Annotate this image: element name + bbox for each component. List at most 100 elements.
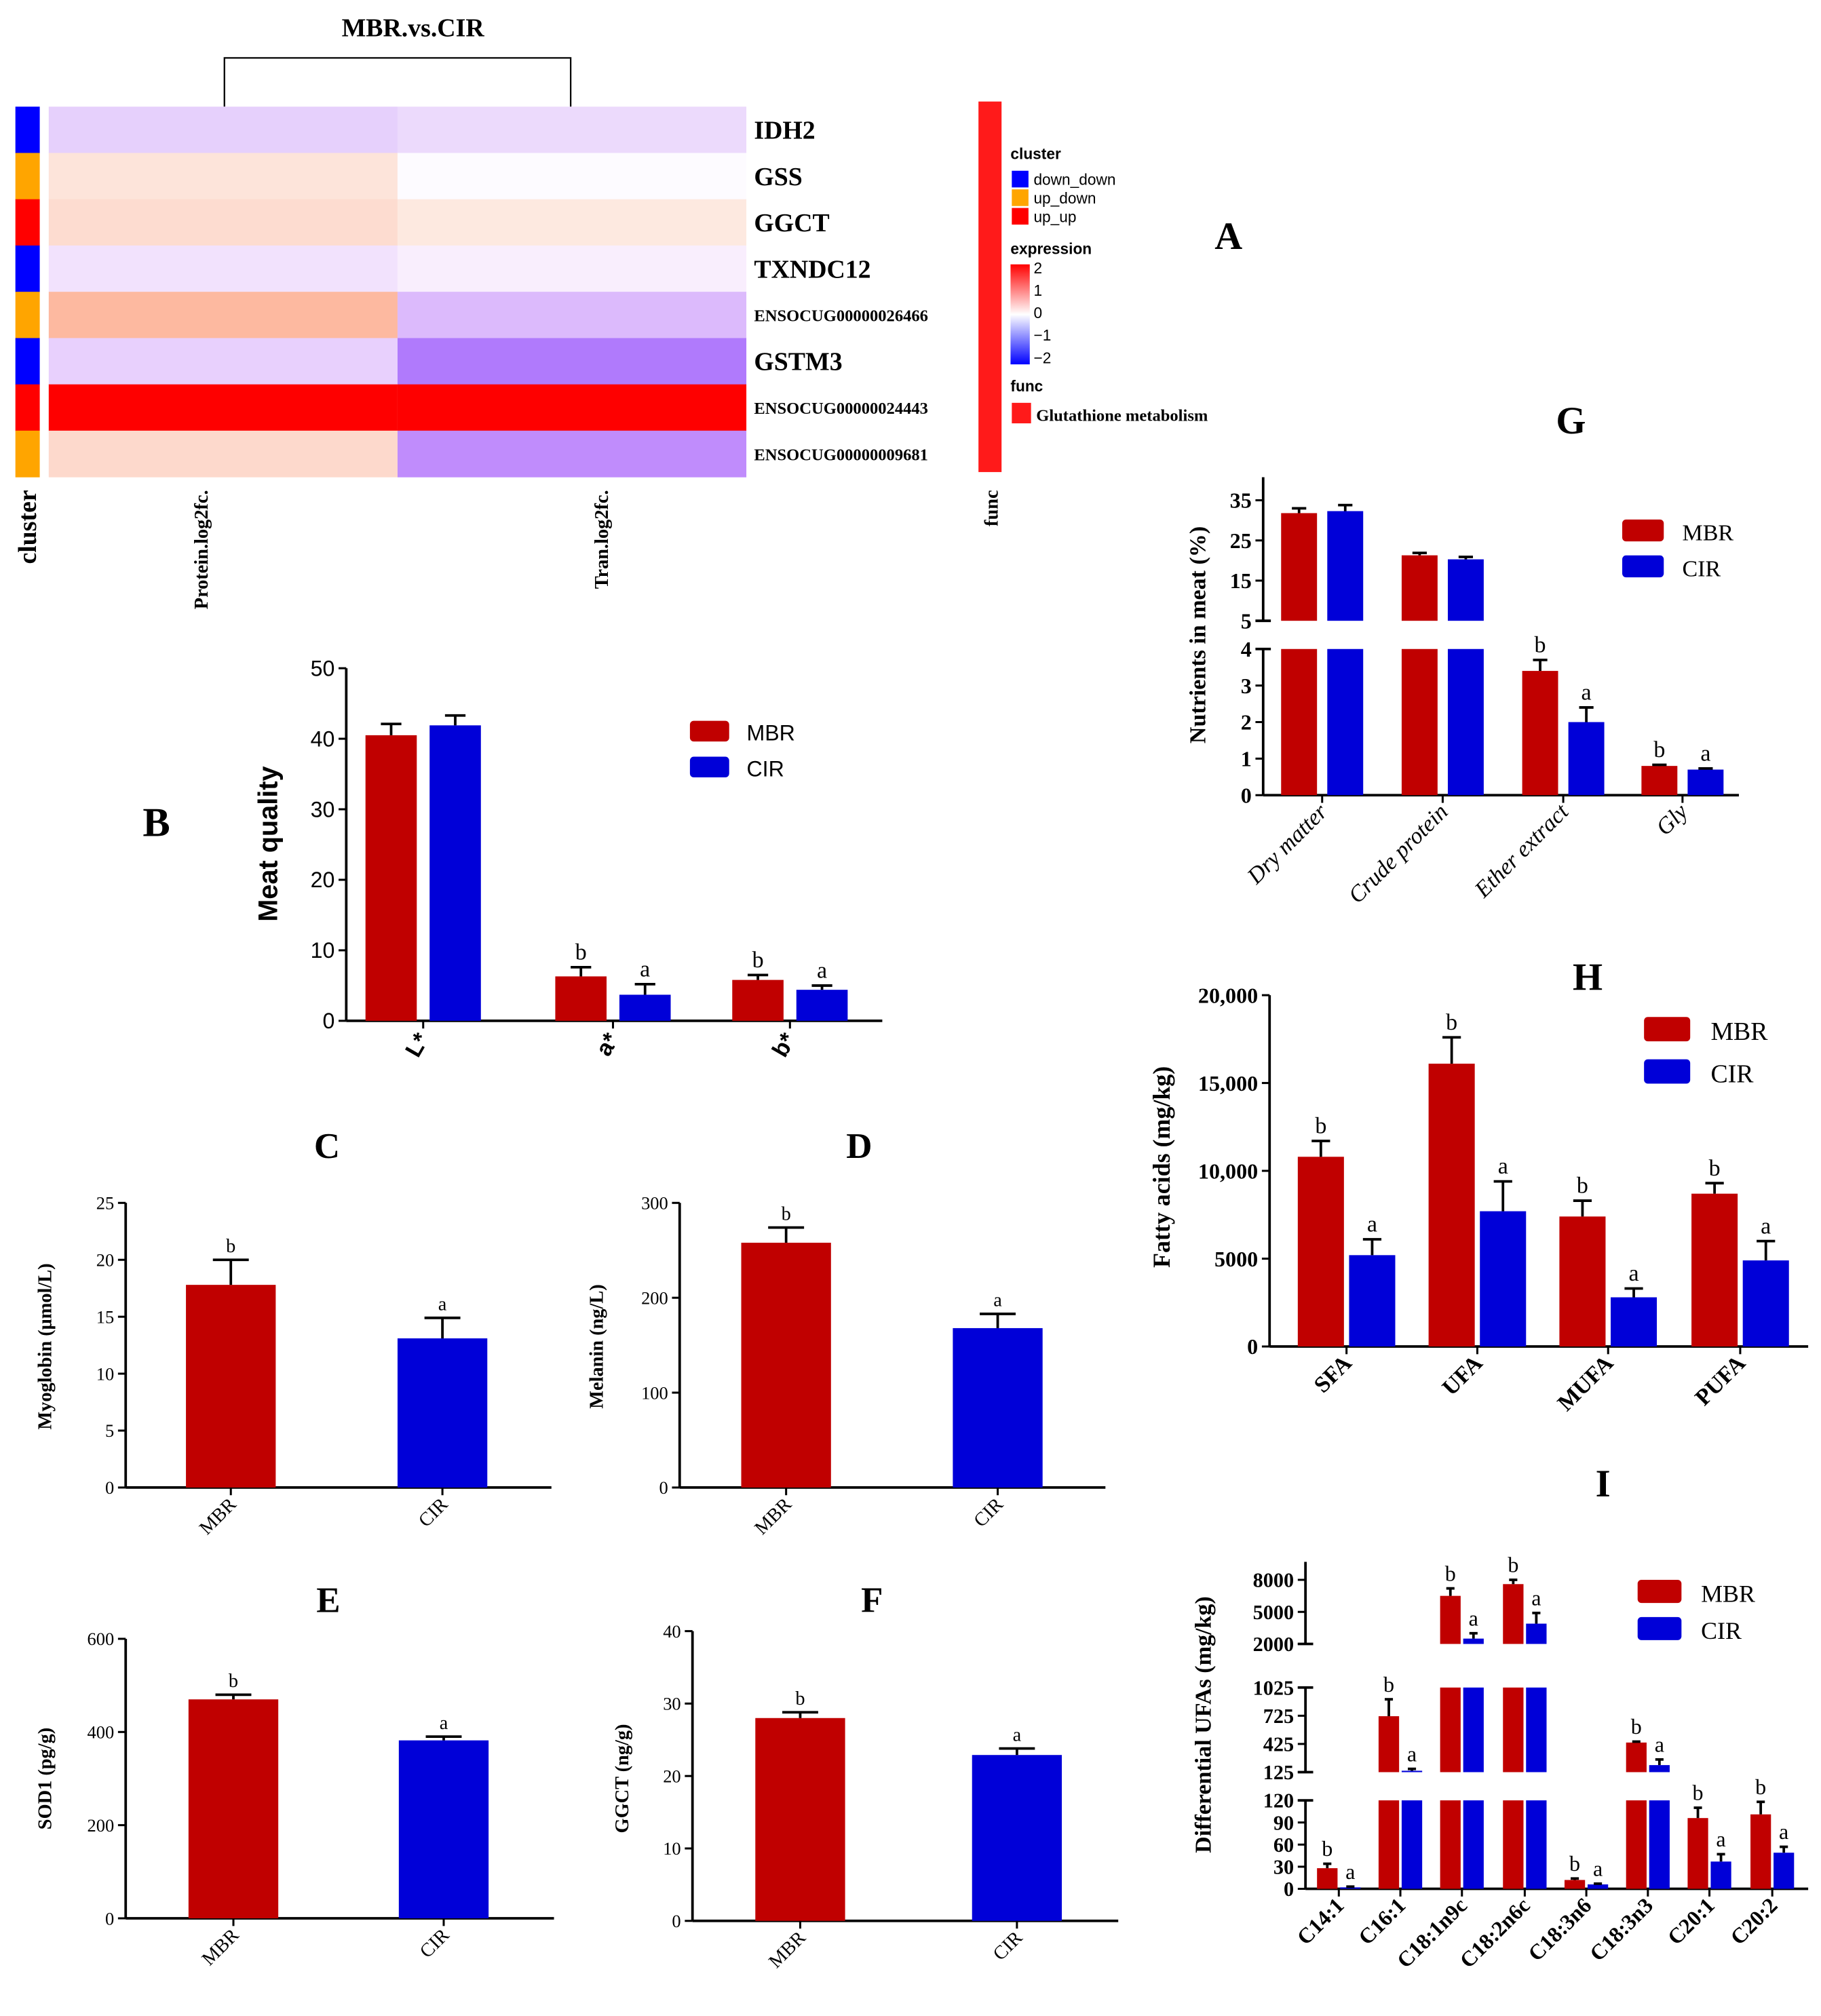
cluster-legend-label: up_down: [1033, 189, 1096, 207]
y-tick-label: 1: [1241, 747, 1252, 771]
column-label: Tran.log2fc.: [592, 490, 613, 589]
significance-letter: b: [1445, 1561, 1456, 1585]
x-tick-label: C18:3n3: [1585, 1893, 1657, 1965]
bar-cir: [1463, 1800, 1484, 1889]
legend-label: MBR: [746, 721, 794, 745]
expression-tick-label: 0: [1033, 304, 1042, 322]
significance-letter: a: [1345, 1859, 1355, 1884]
bar-mbr: [741, 1243, 831, 1488]
significance-letter: b: [1631, 1714, 1642, 1739]
bar-mbr: [755, 1718, 845, 1921]
panel-label-D: D: [846, 1127, 872, 1166]
gene-label: ENSOCUG00000026466: [754, 307, 928, 326]
tran-log2fc-cell: [397, 199, 747, 246]
bar-cir: [1526, 1800, 1547, 1889]
tran-log2fc-cell: [397, 430, 747, 478]
y-tick-label: 90: [1273, 1811, 1294, 1834]
bar-mbr: [1281, 513, 1318, 621]
significance-letter: b: [229, 1671, 238, 1692]
y-tick-label: 200: [641, 1287, 668, 1308]
x-tick-label: C20:2: [1725, 1893, 1782, 1950]
cluster-cell: [15, 338, 40, 385]
y-tick-label: 10: [96, 1363, 114, 1384]
significance-letter: a: [1628, 1261, 1638, 1286]
y-tick-label: 5000: [1253, 1601, 1294, 1624]
legend-label: CIR: [746, 756, 784, 781]
x-tick-label: L*: [400, 1028, 434, 1062]
bar-cir: [1447, 648, 1484, 796]
protein-log2fc-cell: [48, 430, 398, 478]
bar-mbr: [1559, 1216, 1606, 1346]
significance-letter: b: [1577, 1174, 1588, 1199]
significance-letter: b: [575, 940, 587, 965]
bar-cir: [972, 1755, 1062, 1921]
bar-mbr: [1440, 1800, 1461, 1889]
bar-mbr: [186, 1285, 276, 1488]
y-tick-label: 0: [659, 1477, 668, 1498]
y-tick-label: 0: [1241, 783, 1252, 807]
x-tick-label: Dry matter: [1242, 799, 1333, 890]
bar-cir: [398, 1740, 489, 1918]
bar-cir: [1526, 1623, 1547, 1644]
y-tick-label: 20,000: [1198, 983, 1258, 1007]
y-axis-label: Meat quality: [253, 766, 283, 921]
legend-label: MBR: [1682, 520, 1733, 545]
y-tick-label: 0: [672, 1911, 681, 1931]
y-axis-label: SOD1 (pg/g): [35, 1728, 56, 1829]
y-tick-label: 30: [1273, 1856, 1294, 1879]
x-tick-label: Crude protein: [1344, 799, 1453, 908]
cluster-cell: [15, 106, 40, 154]
y-tick-label: 50: [311, 656, 335, 680]
y-tick-label: 30: [663, 1694, 681, 1714]
expression-colorbar: [1010, 264, 1030, 365]
tran-log2fc-cell: [397, 153, 747, 200]
y-tick-label: 15: [96, 1306, 114, 1327]
bar-mbr: [1641, 766, 1678, 796]
cluster-cell: [15, 153, 40, 200]
x-tick-label: SFA: [1309, 1351, 1357, 1398]
bar-cir: [1327, 648, 1364, 796]
protein-log2fc-cell: [48, 245, 398, 292]
y-axis-label: Fatty acids (mg/kg): [1148, 1066, 1175, 1268]
y-tick-label: 10,000: [1198, 1159, 1258, 1183]
bar-cir: [1327, 511, 1364, 621]
panel-label-B: B: [142, 800, 170, 846]
y-tick-label: 1025: [1253, 1676, 1294, 1699]
panel-label-F: F: [861, 1581, 883, 1620]
x-tick-label: CIR: [989, 1927, 1027, 1964]
y-tick-label: 8000: [1253, 1569, 1294, 1592]
bar-cir: [1340, 1887, 1361, 1889]
significance-letter: a: [1469, 1606, 1478, 1630]
bar-mbr: [1687, 1818, 1708, 1889]
x-tick-label: C16:1: [1354, 1893, 1411, 1950]
protein-log2fc-cell: [48, 292, 398, 338]
x-tick-label: Gly: [1651, 799, 1693, 841]
significance-letter: b: [1709, 1156, 1721, 1181]
significance-letter: b: [1446, 1010, 1457, 1035]
legend-swatch-cir: [1637, 1616, 1682, 1640]
y-tick-label: 35: [1230, 488, 1252, 513]
panel-label-E: E: [316, 1581, 340, 1620]
x-tick-label: MBR: [751, 1494, 797, 1539]
bar-cir: [619, 994, 671, 1021]
x-tick-label: MUFA: [1553, 1351, 1619, 1416]
significance-letter: a: [1498, 1154, 1508, 1179]
significance-letter: b: [1508, 1553, 1518, 1577]
cluster-cell: [15, 199, 40, 246]
y-tick-label: 300: [641, 1193, 668, 1214]
gene-label: GSTM3: [754, 348, 842, 376]
significance-letter: b: [1693, 1781, 1704, 1805]
significance-letter: b: [1315, 1114, 1326, 1139]
gene-label: GGCT: [754, 209, 829, 237]
legend-label: MBR: [1710, 1017, 1768, 1046]
bar-cir: [1687, 769, 1724, 796]
legend-label: CIR: [1682, 556, 1721, 581]
bar-cir: [953, 1327, 1043, 1488]
expression-tick-label: −2: [1033, 349, 1051, 366]
bar-mbr: [1626, 1742, 1647, 1772]
y-axis-label: Melanin (ng/L): [586, 1284, 607, 1408]
significance-letter: a: [1779, 1819, 1788, 1844]
significance-letter: a: [993, 1290, 1002, 1311]
bar-mbr: [1401, 555, 1438, 621]
